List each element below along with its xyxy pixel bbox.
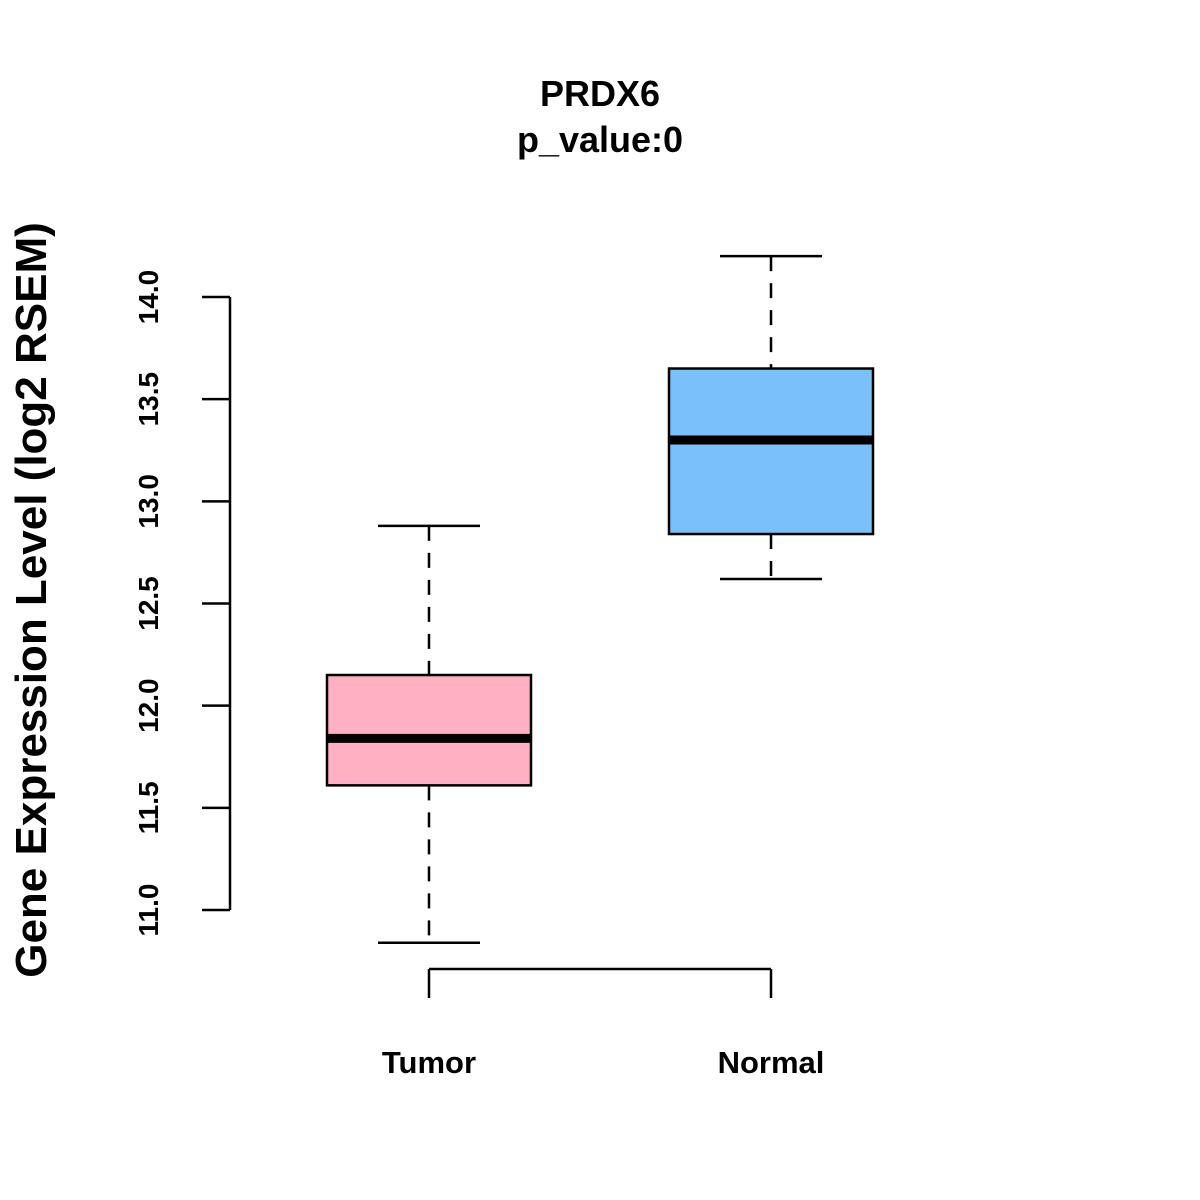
iqr-box (325, 673, 533, 787)
y-tick-label: 11.5 (133, 781, 164, 834)
box-normal (667, 254, 875, 581)
x-tick-label: Normal (718, 1045, 825, 1080)
x-tick-label: Tumor (382, 1045, 476, 1080)
iqr-box (667, 367, 875, 536)
y-tick-label: 11.0 (133, 884, 164, 937)
chart-title: PRDX6 (540, 73, 660, 114)
y-axis-label: Gene Expression Level (log2 RSEM) (7, 222, 56, 978)
y-tick-label: 14.0 (133, 270, 164, 325)
chart-subtitle: p_value:0 (517, 119, 683, 160)
x-axis: Tumor Normal (382, 967, 825, 1080)
y-axis: 11.0 11.5 12.0 12.5 13.0 13.5 14.0 (133, 270, 232, 937)
box-tumor (325, 524, 533, 944)
box-series (325, 254, 875, 944)
y-tick-label: 12.0 (133, 678, 164, 733)
y-tick-label: 13.5 (133, 372, 164, 427)
y-tick-label: 12.5 (133, 576, 164, 631)
y-tick-label: 13.0 (133, 474, 164, 529)
